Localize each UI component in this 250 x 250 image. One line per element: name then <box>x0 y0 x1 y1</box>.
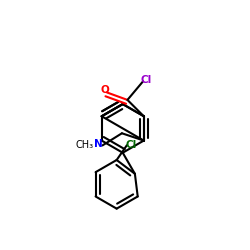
Text: CH₃: CH₃ <box>75 140 93 150</box>
Text: Cl: Cl <box>141 75 152 85</box>
Text: N: N <box>94 139 103 149</box>
Text: Cl: Cl <box>125 140 136 150</box>
Text: O: O <box>100 85 109 95</box>
